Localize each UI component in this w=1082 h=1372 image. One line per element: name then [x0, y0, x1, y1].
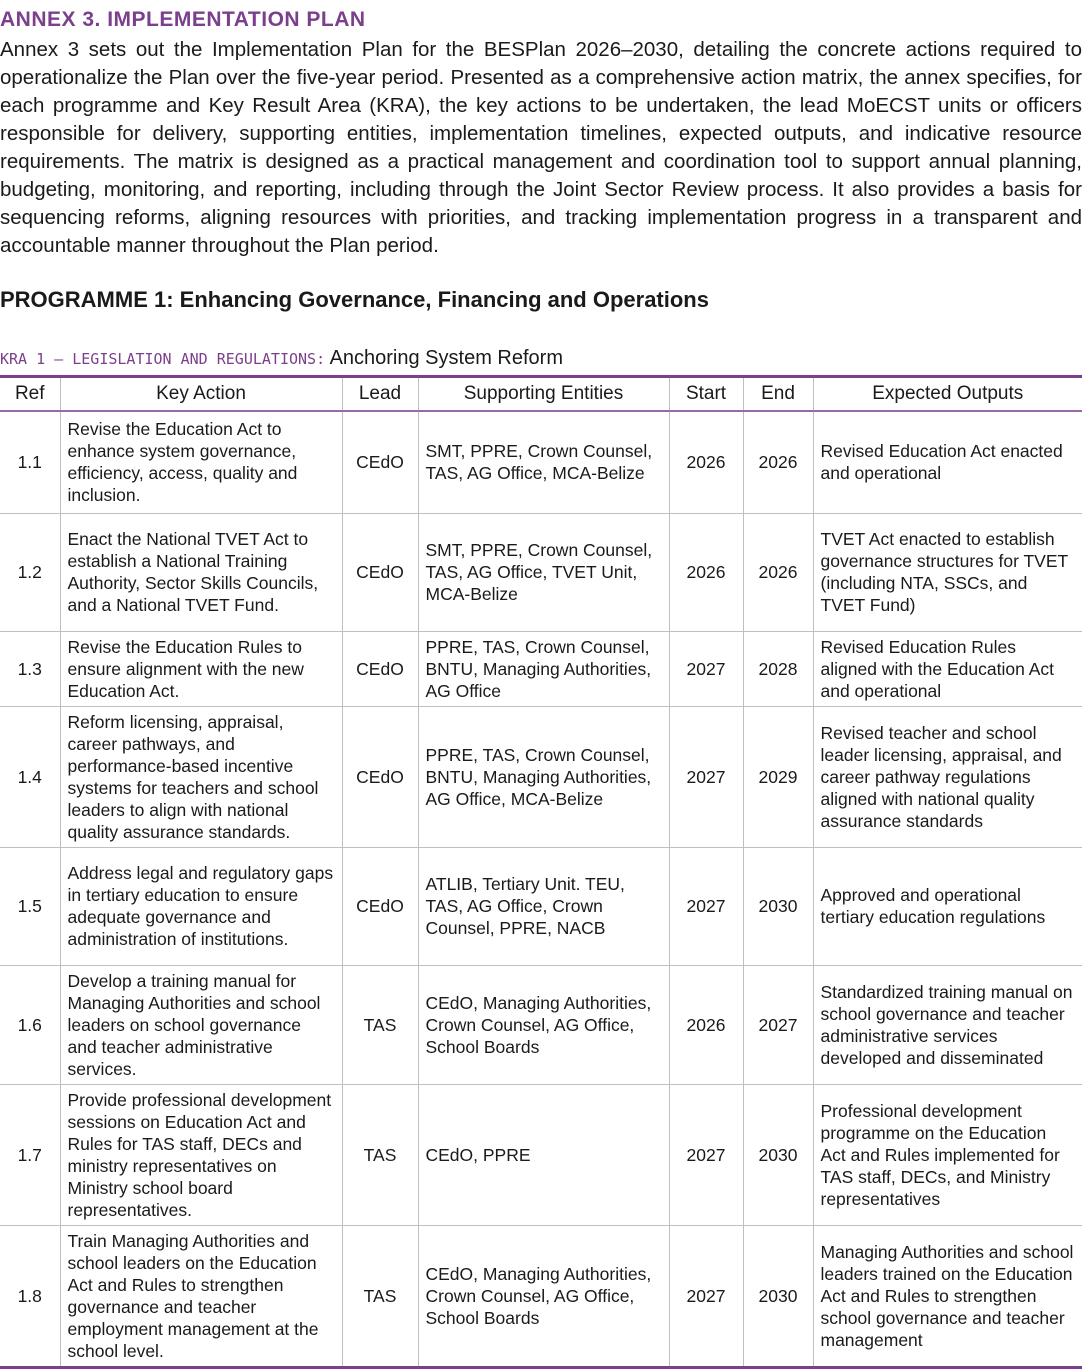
kra-title: KRA 1 – LEGISLATION AND REGULATIONS: Anc…	[0, 347, 563, 370]
table-row: 1.3 Revise the Education Rules to ensure…	[0, 630, 1082, 707]
cell-ref: 1.6	[0, 964, 61, 1085]
kra-name: Anchoring System Reform	[329, 347, 563, 369]
cell-ref: 1.5	[0, 846, 61, 966]
cell-key-action: Develop a training manual for Managing A…	[59, 964, 343, 1085]
cell-ref: 1.3	[0, 630, 61, 707]
cell-key-action: Revise the Education Act to enhance syst…	[59, 410, 343, 514]
cell-key-action: Provide professional development session…	[59, 1083, 343, 1226]
header-supporting-entities: Supporting Entities	[417, 376, 670, 412]
table-row: 1.6 Develop a training manual for Managi…	[0, 964, 1082, 1085]
header-expected-outputs: Expected Outputs	[812, 376, 1082, 412]
table-row: 1.4 Reform licensing, appraisal, career …	[0, 705, 1082, 848]
cell-key-action: Revise the Education Rules to ensure ali…	[59, 630, 343, 707]
cell-expected-outputs: Revised teacher and school leader licens…	[812, 705, 1082, 848]
cell-end: 2027	[742, 964, 814, 1085]
cell-end: 2030	[742, 1224, 814, 1368]
header-end: End	[742, 376, 814, 412]
cell-lead: TAS	[341, 964, 419, 1085]
cell-ref: 1.7	[0, 1083, 61, 1226]
table-row: 1.5 Address legal and regulatory gaps in…	[0, 846, 1082, 966]
cell-expected-outputs: Managing Authorities and school leaders …	[812, 1224, 1082, 1368]
cell-start: 2026	[668, 964, 744, 1085]
cell-start: 2026	[668, 512, 744, 632]
cell-supporting-entities: ATLIB, Tertiary Unit. TEU, TAS, AG Offic…	[417, 846, 670, 966]
cell-supporting-entities: CEdO, Managing Authorities, Crown Counse…	[417, 964, 670, 1085]
cell-start: 2027	[668, 705, 744, 848]
cell-end: 2030	[742, 846, 814, 966]
cell-end: 2030	[742, 1083, 814, 1226]
cell-supporting-entities: CEdO, PPRE	[417, 1083, 670, 1226]
intro-paragraph: Annex 3 sets out the Implementation Plan…	[0, 38, 1082, 257]
cell-key-action: Train Managing Authorities and school le…	[59, 1224, 343, 1368]
table-row: 1.1 Revise the Education Act to enhance …	[0, 410, 1082, 514]
cell-start: 2027	[668, 846, 744, 966]
cell-key-action: Address legal and regulatory gaps in ter…	[59, 846, 343, 966]
table-header-row: Ref Key Action Lead Supporting Entities …	[0, 376, 1082, 412]
header-ref: Ref	[0, 376, 61, 412]
cell-start: 2027	[668, 1083, 744, 1226]
cell-key-action: Reform licensing, appraisal, career path…	[59, 705, 343, 848]
cell-ref: 1.4	[0, 705, 61, 848]
cell-ref: 1.8	[0, 1224, 61, 1368]
cell-supporting-entities: CEdO, Managing Authorities, Crown Counse…	[417, 1224, 670, 1368]
cell-end: 2028	[742, 630, 814, 707]
cell-lead: TAS	[341, 1224, 419, 1368]
cell-lead: CEdO	[341, 410, 419, 514]
table-row: 1.8 Train Managing Authorities and schoo…	[0, 1224, 1082, 1368]
programme-title: PROGRAMME 1: Enhancing Governance, Finan…	[0, 287, 709, 312]
cell-lead: CEdO	[341, 705, 419, 848]
cell-start: 2027	[668, 1224, 744, 1368]
cell-lead: CEdO	[341, 846, 419, 966]
cell-ref: 1.1	[0, 410, 61, 514]
cell-lead: CEdO	[341, 630, 419, 707]
cell-supporting-entities: PPRE, TAS, Crown Counsel, BNTU, Managing…	[417, 705, 670, 848]
annex-title: ANNEX 3. IMPLEMENTATION PLAN	[0, 8, 366, 31]
cell-expected-outputs: Revised Education Rules aligned with the…	[812, 630, 1082, 707]
table-row: 1.7 Provide professional development ses…	[0, 1083, 1082, 1226]
cell-end: 2026	[742, 512, 814, 632]
cell-expected-outputs: Revised Education Act enacted and operat…	[812, 410, 1082, 514]
cell-lead: CEdO	[341, 512, 419, 632]
cell-supporting-entities: SMT, PPRE, Crown Counsel, TAS, AG Office…	[417, 512, 670, 632]
cell-expected-outputs: Approved and operational tertiary educat…	[812, 846, 1082, 966]
cell-ref: 1.2	[0, 512, 61, 632]
table-row: 1.2 Enact the National TVET Act to estab…	[0, 512, 1082, 632]
header-lead: Lead	[341, 376, 419, 412]
header-start: Start	[668, 376, 744, 412]
cell-end: 2026	[742, 410, 814, 514]
cell-supporting-entities: PPRE, TAS, Crown Counsel, BNTU, Managing…	[417, 630, 670, 707]
cell-supporting-entities: SMT, PPRE, Crown Counsel, TAS, AG Office…	[417, 410, 670, 514]
cell-key-action: Enact the National TVET Act to establish…	[59, 512, 343, 632]
cell-lead: TAS	[341, 1083, 419, 1226]
cell-start: 2027	[668, 630, 744, 707]
cell-start: 2026	[668, 410, 744, 514]
cell-expected-outputs: Standardized training manual on school g…	[812, 964, 1082, 1085]
kra-prefix: KRA 1 – LEGISLATION AND REGULATIONS:	[0, 350, 326, 368]
cell-expected-outputs: Professional development programme on th…	[812, 1083, 1082, 1226]
header-key-action: Key Action	[59, 376, 343, 412]
cell-expected-outputs: TVET Act enacted to establish governance…	[812, 512, 1082, 632]
implementation-table: Ref Key Action Lead Supporting Entities …	[0, 375, 1082, 1369]
cell-end: 2029	[742, 705, 814, 848]
